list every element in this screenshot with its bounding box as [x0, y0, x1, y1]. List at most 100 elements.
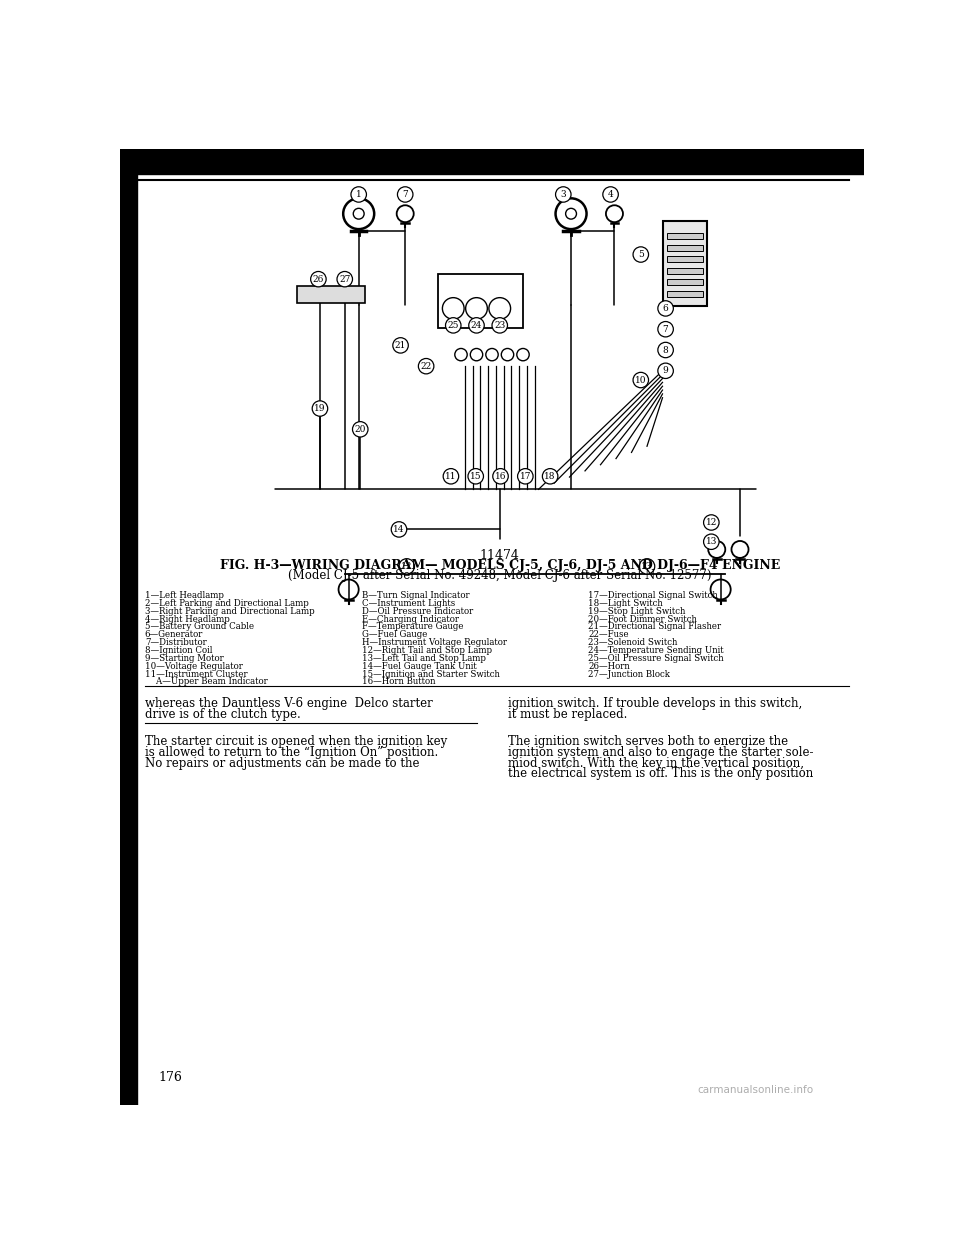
Circle shape — [658, 343, 673, 358]
Text: (Model CJ-5 after Serial No. 49248, Model CJ-6 after Serial No. 12577): (Model CJ-5 after Serial No. 49248, Mode… — [288, 570, 711, 582]
Text: 20—Foot Dimmer Switch: 20—Foot Dimmer Switch — [588, 615, 697, 623]
Text: drive is of the clutch type.: drive is of the clutch type. — [145, 708, 300, 722]
Text: The starter circuit is opened when the ignition key: The starter circuit is opened when the i… — [145, 735, 447, 748]
Circle shape — [556, 186, 571, 202]
Circle shape — [445, 318, 461, 333]
Text: 23: 23 — [494, 320, 505, 330]
Bar — [120, 149, 137, 1105]
Text: 7—Distributor: 7—Distributor — [145, 638, 206, 647]
Bar — [667, 279, 703, 286]
Text: 6—Generator: 6—Generator — [145, 630, 204, 640]
Text: it must be replaced.: it must be replaced. — [508, 708, 627, 722]
Text: ELECTRICAL  SYSTEM: ELECTRICAL SYSTEM — [384, 159, 615, 176]
Circle shape — [393, 338, 408, 353]
Bar — [667, 233, 703, 240]
Text: 13: 13 — [641, 561, 653, 571]
Bar — [667, 267, 703, 273]
Text: 18: 18 — [544, 472, 556, 481]
Text: 15—Ignition and Starter Switch: 15—Ignition and Starter Switch — [362, 669, 499, 678]
Circle shape — [351, 186, 367, 202]
Text: 22: 22 — [420, 361, 432, 370]
Text: 9: 9 — [662, 366, 668, 375]
Bar — [667, 245, 703, 251]
Text: 15: 15 — [469, 472, 482, 481]
Text: D—Oil Pressure Indicator: D—Oil Pressure Indicator — [362, 607, 473, 616]
Text: ignition switch. If trouble develops in this switch,: ignition switch. If trouble develops in … — [508, 697, 802, 710]
Circle shape — [399, 559, 415, 574]
Text: carmanualsonline.info: carmanualsonline.info — [697, 1084, 813, 1094]
Text: 24—Temperature Sending Unit: 24—Temperature Sending Unit — [588, 646, 724, 655]
Text: 12: 12 — [401, 561, 413, 571]
Text: F—Temperature Gauge: F—Temperature Gauge — [362, 622, 464, 631]
Circle shape — [542, 468, 558, 484]
Circle shape — [392, 522, 407, 537]
Text: The ignition switch serves both to energize the: The ignition switch serves both to energ… — [508, 735, 787, 748]
Circle shape — [633, 373, 649, 388]
Text: 1: 1 — [356, 190, 362, 199]
Text: 7: 7 — [402, 190, 408, 199]
Text: B—Turn Signal Indicator: B—Turn Signal Indicator — [362, 591, 469, 600]
Text: 5: 5 — [637, 250, 644, 260]
Text: 12: 12 — [706, 518, 717, 527]
Text: 10: 10 — [636, 375, 646, 385]
Text: FIG. H-3—WIRING DIAGRAM— MODELS CJ-5, CJ-6, DJ-5 AND DJ-6—F4 ENGINE: FIG. H-3—WIRING DIAGRAM— MODELS CJ-5, CJ… — [220, 559, 780, 571]
Circle shape — [704, 534, 719, 549]
Text: 14: 14 — [394, 525, 405, 534]
Text: 17: 17 — [519, 472, 531, 481]
Text: 27: 27 — [339, 274, 350, 283]
Text: 10—Voltage Regulator: 10—Voltage Regulator — [145, 662, 243, 671]
Circle shape — [444, 468, 459, 484]
Text: 4—Right Headlamp: 4—Right Headlamp — [145, 615, 229, 623]
Text: 23—Solenoid Switch: 23—Solenoid Switch — [588, 638, 678, 647]
Circle shape — [337, 272, 352, 287]
Text: 19: 19 — [314, 404, 325, 414]
Text: 11474: 11474 — [480, 549, 519, 561]
Text: 3: 3 — [561, 190, 566, 199]
Text: ignition system and also to engage the starter sole-: ignition system and also to engage the s… — [508, 745, 813, 759]
Bar — [662, 221, 708, 306]
Text: G—Fuel Gauge: G—Fuel Gauge — [362, 630, 427, 640]
Bar — [667, 256, 703, 262]
Text: 27—Junction Block: 27—Junction Block — [588, 669, 670, 678]
Circle shape — [468, 318, 484, 333]
Text: 14—Fuel Gauge Tank Unit: 14—Fuel Gauge Tank Unit — [362, 662, 476, 671]
Text: No repairs or adjustments can be made to the: No repairs or adjustments can be made to… — [145, 756, 420, 770]
Text: 26: 26 — [313, 274, 324, 283]
Circle shape — [639, 559, 655, 574]
Text: 13—Left Tail and Stop Lamp: 13—Left Tail and Stop Lamp — [362, 653, 486, 663]
Text: 11: 11 — [445, 472, 457, 481]
Text: 20: 20 — [354, 425, 366, 433]
Circle shape — [397, 186, 413, 202]
Text: miod switch. With the key in the vertical position,: miod switch. With the key in the vertica… — [508, 756, 804, 770]
Text: 12—Right Tail and Stop Lamp: 12—Right Tail and Stop Lamp — [362, 646, 492, 655]
Text: 11—Instrument Cluster: 11—Instrument Cluster — [145, 669, 248, 678]
Circle shape — [492, 468, 508, 484]
Circle shape — [517, 468, 533, 484]
Circle shape — [492, 318, 508, 333]
Text: the electrical system is off. This is the only position: the electrical system is off. This is th… — [508, 768, 813, 780]
Text: H: H — [145, 150, 171, 176]
Text: 17—Directional Signal Switch: 17—Directional Signal Switch — [588, 591, 718, 600]
Bar — [667, 291, 703, 297]
Circle shape — [419, 359, 434, 374]
Text: 7: 7 — [662, 324, 668, 334]
Text: 8—Ignition Coil: 8—Ignition Coil — [145, 646, 212, 655]
Text: 18—Light Switch: 18—Light Switch — [588, 599, 662, 607]
Circle shape — [658, 301, 673, 317]
Circle shape — [352, 421, 368, 437]
Text: 9—Starting Motor: 9—Starting Motor — [145, 653, 224, 663]
Text: 16—Horn Button: 16—Horn Button — [362, 677, 435, 687]
Circle shape — [468, 468, 484, 484]
Bar — [438, 273, 523, 328]
Text: 19—Stop Light Switch: 19—Stop Light Switch — [588, 607, 685, 616]
Text: 3—Right Parking and Directional Lamp: 3—Right Parking and Directional Lamp — [145, 607, 315, 616]
Text: 4: 4 — [608, 190, 613, 199]
Text: 8: 8 — [662, 345, 668, 354]
Text: 176: 176 — [158, 1071, 182, 1084]
Circle shape — [603, 186, 618, 202]
Text: 21: 21 — [395, 340, 406, 350]
Text: C—Instrument Lights: C—Instrument Lights — [362, 599, 455, 607]
Circle shape — [658, 322, 673, 337]
Text: 6: 6 — [662, 304, 668, 313]
Text: E—Charging Indicator: E—Charging Indicator — [362, 615, 459, 623]
